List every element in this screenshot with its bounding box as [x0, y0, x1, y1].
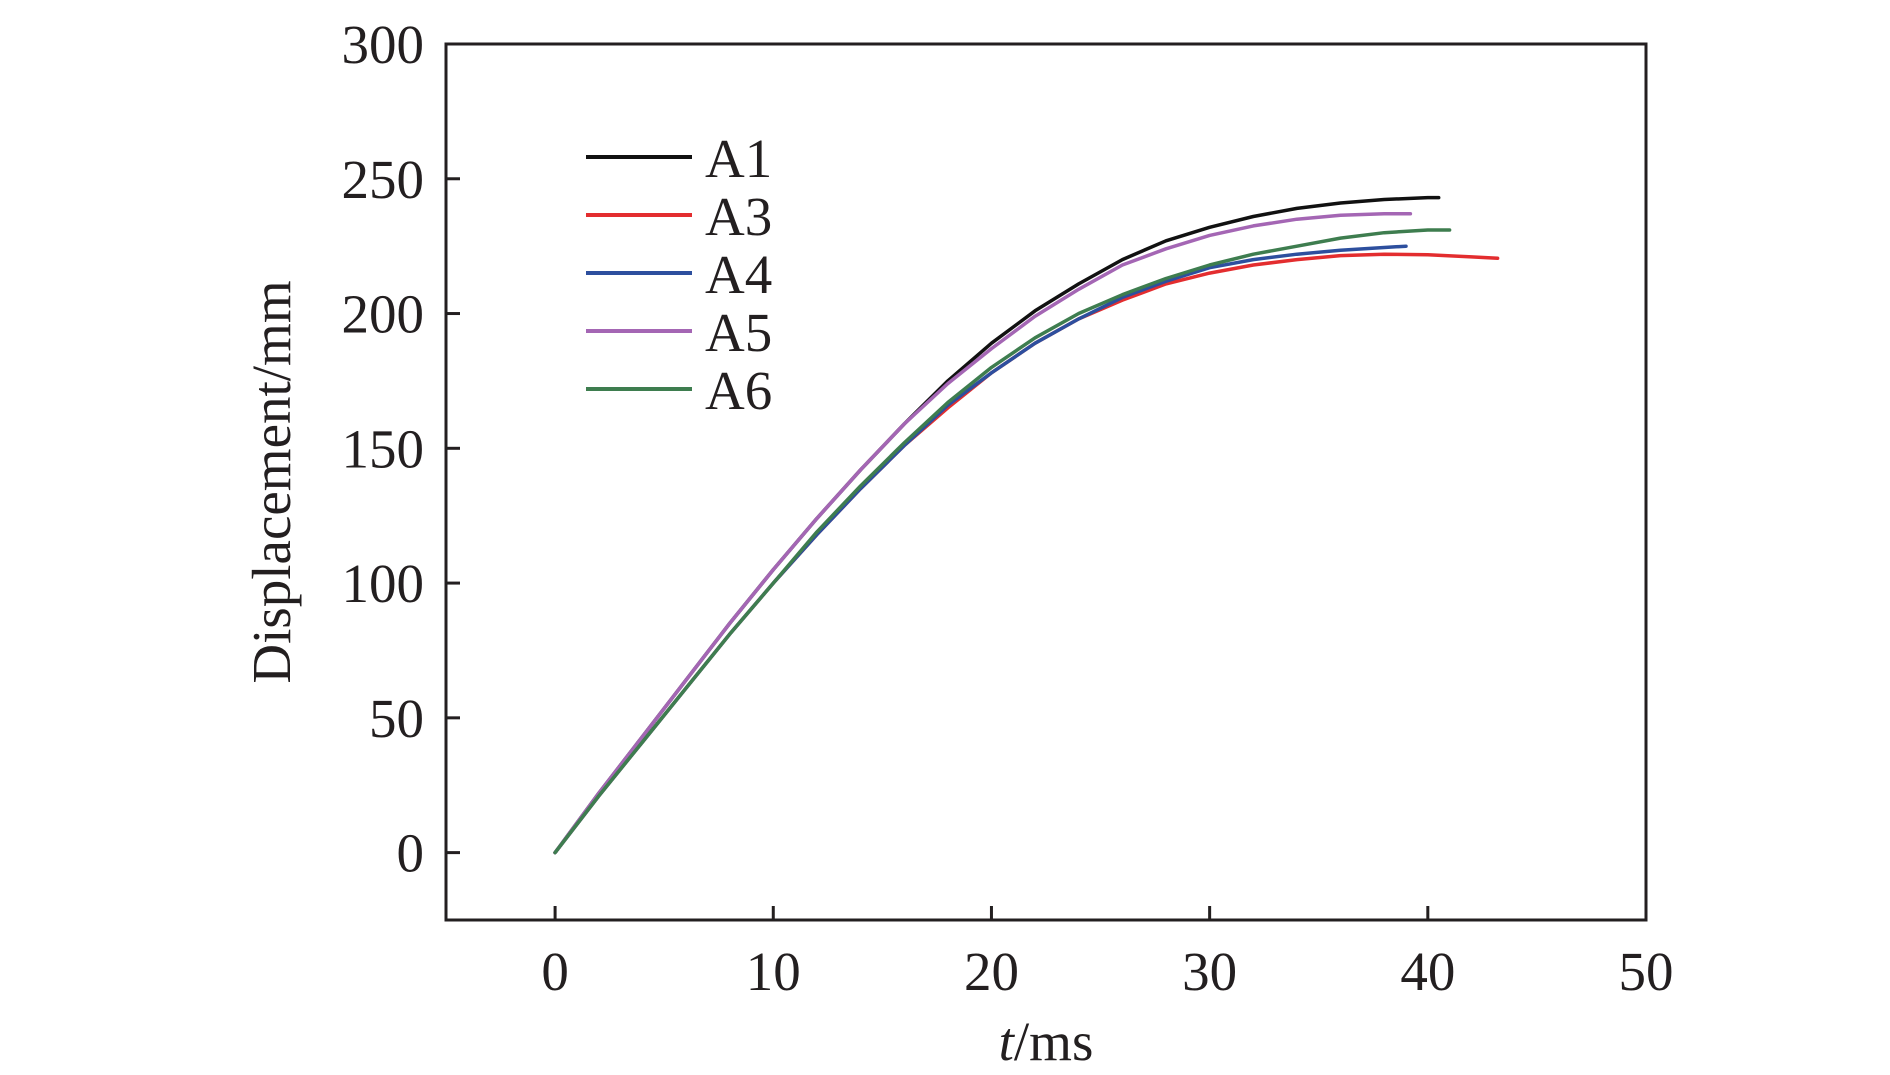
y-tick-label: 200: [342, 284, 425, 345]
y-tick-label: 100: [342, 553, 425, 614]
legend-label-a3: A3: [705, 186, 772, 247]
y-tick-label: 150: [342, 418, 425, 479]
x-tick-label: 30: [1182, 941, 1237, 1002]
plot-lines: [553, 195, 1500, 855]
plot-frame: [444, 42, 1648, 922]
legend-label-a5: A5: [705, 302, 772, 363]
x-axis-title: t/ms: [999, 1011, 1094, 1072]
y-tick-label: 0: [397, 823, 425, 884]
series-line-a4: [553, 244, 1408, 855]
x-axis-ticks: 0 10 20 30 40 50: [541, 906, 1674, 1002]
y-tick-label: 50: [369, 688, 424, 749]
y-axis-ticks: 0 50 100 150 200 250 300: [342, 14, 460, 884]
series-line-a1: [553, 195, 1441, 855]
legend-label-a6: A6: [705, 360, 772, 421]
x-tick-label: 0: [541, 941, 569, 1002]
y-tick-label: 250: [342, 149, 425, 210]
x-tick-label: 50: [1619, 941, 1674, 1002]
series-line-a6: [553, 228, 1452, 855]
y-axis-title: Displacement/mm: [241, 280, 302, 683]
y-tick-label: 300: [342, 14, 425, 75]
x-tick-label: 20: [964, 941, 1019, 1002]
x-tick-label: 10: [746, 941, 801, 1002]
legend-label-a4: A4: [705, 244, 772, 305]
legend-label-a1: A1: [705, 128, 772, 189]
x-tick-label: 40: [1400, 941, 1455, 1002]
series-line-a5: [553, 212, 1413, 855]
